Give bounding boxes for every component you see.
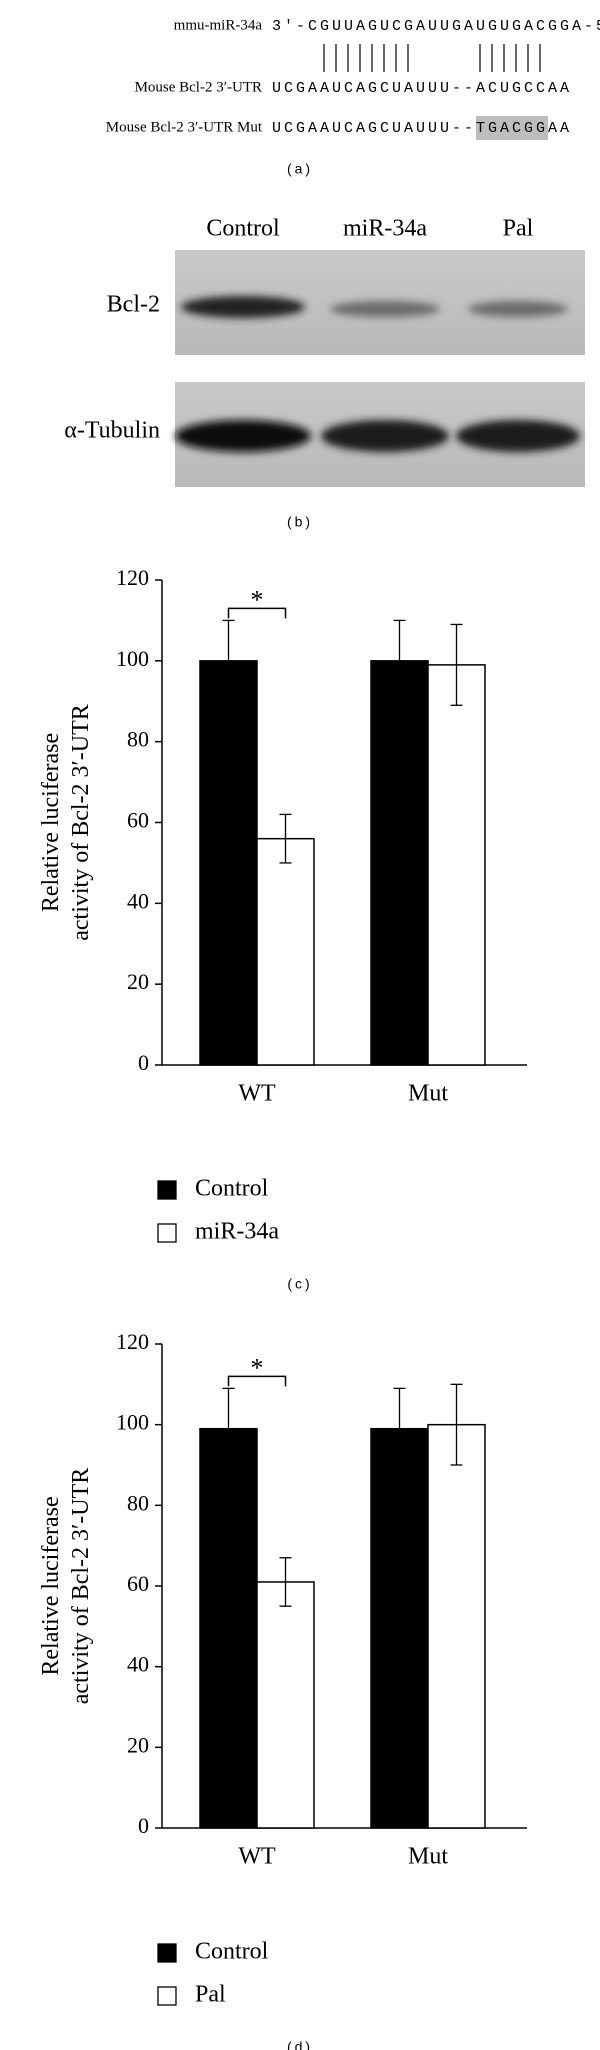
bar <box>427 1423 486 1829</box>
panel-label: (b) <box>287 514 313 530</box>
sequence-part: AA <box>548 120 572 137</box>
pairing-lines <box>323 44 541 72</box>
y-tick-label: 40 <box>127 1652 149 1677</box>
blot-label: α-Tubulin <box>64 418 160 444</box>
x-tick-label: Mut <box>408 1081 448 1107</box>
significance-label: * <box>251 1353 264 1382</box>
x-tick-label: Mut <box>408 1844 448 1870</box>
lane-label: miR-34a <box>343 216 427 242</box>
row-label: Mouse Bcl-2 3′-UTR <box>135 79 262 95</box>
y-tick-label: 120 <box>116 565 149 590</box>
y-tick-label: 80 <box>127 1490 149 1515</box>
y-axis-label: Relative luciferase activity of Bcl-2 3′-… <box>38 704 94 941</box>
y-tick-label: 120 <box>116 1329 149 1354</box>
y-tick-label: 100 <box>116 646 149 671</box>
panel-label: (d) <box>287 2039 313 2050</box>
y-tick-label: 60 <box>127 1571 149 1596</box>
row-label: mmu-miR-34a <box>174 17 263 33</box>
y-tick-label: 80 <box>127 727 149 752</box>
y-axis-label-line: Relative luciferase <box>38 1496 64 1675</box>
y-axis-label-line: activity of Bcl-2 3′-UTR <box>68 1468 94 1705</box>
y-tick-label: 0 <box>138 1813 149 1838</box>
x-tick-label: WT <box>238 1844 276 1870</box>
y-axis-label-line: activity of Bcl-2 3′-UTR <box>68 704 94 941</box>
sequence: UCGAAUCAGCUAUUU--ACUGCCAA <box>272 80 572 97</box>
panel-label: (a) <box>287 161 313 177</box>
bar <box>199 1427 258 1829</box>
sequence-part: TGACGG <box>476 120 548 137</box>
y-tick-label: 60 <box>127 808 149 833</box>
lane-label: Pal <box>503 216 534 242</box>
legend-swatch <box>157 1986 177 2006</box>
bar <box>370 660 429 1066</box>
bar <box>199 660 258 1066</box>
legend-label: Control <box>195 1939 269 1965</box>
significance-bracket <box>227 1375 287 1387</box>
bar <box>427 664 486 1066</box>
legend-swatch <box>157 1180 177 1200</box>
y-tick-label: 100 <box>116 1410 149 1435</box>
sequence-part: UCGAAUCAGCUAUUU-- <box>272 120 476 137</box>
panel-label: (c) <box>287 1276 312 1292</box>
legend-label: Pal <box>195 1982 226 2008</box>
lane-label: Control <box>206 216 280 242</box>
legend-swatch <box>157 1943 177 1963</box>
sequence: UCGAAUCAGCUAUUU--TGACGGAA <box>272 120 572 137</box>
panel-b: Control miR-34a Pal Bcl-2 α-Tubulin (b) <box>64 216 585 530</box>
bar <box>256 1581 315 1829</box>
panel-a: mmu-miR-34a 3′-CGUUAGUCGAUUGAUGUGACGGA-5… <box>106 17 600 176</box>
y-tick-label: 40 <box>127 888 149 913</box>
y-tick-label: 20 <box>127 969 149 994</box>
significance-label: * <box>251 585 264 614</box>
sequence: 3′-CGUUAGUCGAUUGAUGUGACGGA-5′ <box>272 18 600 35</box>
y-axis-label-line: Relative luciferase <box>38 733 64 912</box>
y-tick-label: 20 <box>127 1732 149 1757</box>
bar <box>370 1427 429 1829</box>
blot-label: Bcl-2 <box>107 292 160 318</box>
y-axis-label: Relative luciferase activity of Bcl-2 3′-… <box>38 1468 94 1705</box>
significance-bracket <box>227 607 287 619</box>
row-label: Mouse Bcl-2 3′-UTR Mut <box>106 119 263 135</box>
x-tick-label: WT <box>238 1081 276 1107</box>
bar <box>256 837 315 1066</box>
legend-label: miR-34a <box>195 1219 279 1245</box>
legend-swatch <box>157 1223 177 1243</box>
mutation-highlight <box>476 116 548 140</box>
legend-label: Control <box>195 1176 269 1202</box>
bands <box>175 296 580 452</box>
y-tick-label: 0 <box>138 1050 149 1075</box>
